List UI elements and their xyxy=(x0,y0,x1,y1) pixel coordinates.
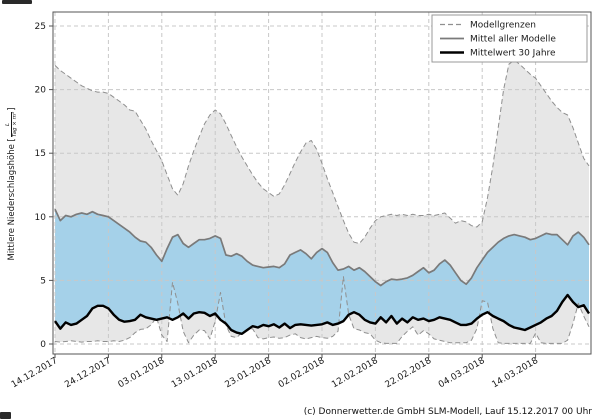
y-axis-unit-fraction: L Tag × m² xyxy=(4,111,18,138)
svg-text:03.01.2018: 03.01.2018 xyxy=(117,356,167,391)
y-axis-unit-denominator: Tag × m² xyxy=(12,111,18,138)
footer-credit: (c) Donnerwetter.de GmbH SLM-Modell, Lau… xyxy=(303,407,592,417)
screenshot-artifact-bottom-left xyxy=(0,412,11,419)
svg-text:22.02.2018: 22.02.2018 xyxy=(384,356,434,391)
legend-label-modellgrenzen: Modellgrenzen xyxy=(470,21,536,31)
model-upper-bound-line xyxy=(54,59,590,244)
gridlines xyxy=(53,12,591,354)
mean-of-models-line xyxy=(54,208,590,287)
y-axis-label-suffix: ] xyxy=(7,107,17,111)
svg-text:5: 5 xyxy=(40,276,46,286)
legend-label-mittelwert-30-jahre: Mittelwert 30 Jahre xyxy=(470,49,556,59)
thirty-year-mean-line xyxy=(54,293,591,335)
svg-text:14.03.2018: 14.03.2018 xyxy=(490,356,540,391)
svg-text:10: 10 xyxy=(35,213,47,223)
y-axis-label-prefix: Mittlere Niederschlagshöhe [ xyxy=(7,138,17,261)
svg-text:0: 0 xyxy=(40,340,46,350)
svg-text:24.12.2017: 24.12.2017 xyxy=(63,356,113,390)
y-axis-unit-numerator: L xyxy=(4,111,12,138)
svg-text:25: 25 xyxy=(35,22,46,32)
svg-text:13.01.2018: 13.01.2018 xyxy=(170,356,220,391)
legend-label-mittel-aller-modelle: Mittel aller Modelle xyxy=(470,35,556,45)
svg-text:14.12.2017: 14.12.2017 xyxy=(10,356,60,390)
svg-text:20: 20 xyxy=(35,86,47,96)
svg-text:02.02.2018: 02.02.2018 xyxy=(277,356,327,391)
model-lower-bound-line xyxy=(54,276,590,344)
screenshot-artifact-top-left xyxy=(2,0,32,4)
legend: Modellgrenzen Mittel aller Modelle Mitte… xyxy=(431,14,588,63)
svg-text:15: 15 xyxy=(35,149,46,159)
svg-text:04.03.2018: 04.03.2018 xyxy=(437,356,487,391)
svg-text:23.01.2018: 23.01.2018 xyxy=(223,356,273,391)
y-axis-label: Mittlere Niederschlagshöhe [L Tag × m²] xyxy=(3,44,21,324)
svg-text:12.02.2018: 12.02.2018 xyxy=(330,356,380,391)
